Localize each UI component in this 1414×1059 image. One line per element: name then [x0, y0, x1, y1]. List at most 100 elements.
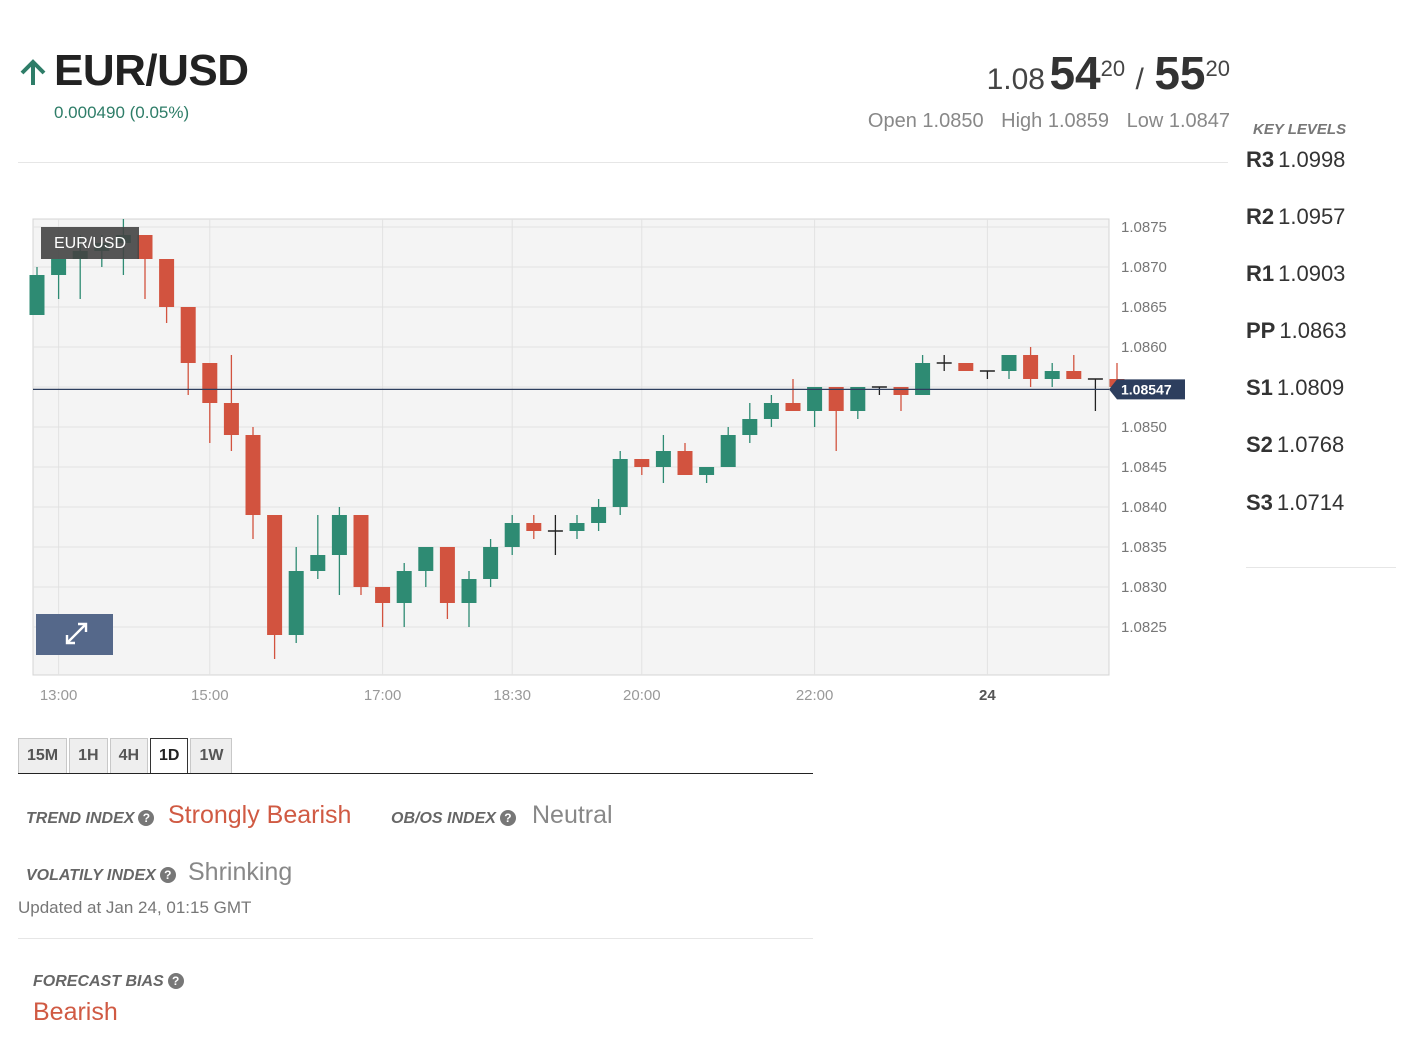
candle-body — [245, 435, 261, 515]
candle-body — [202, 363, 218, 403]
plot-area — [32, 218, 1110, 676]
y-tick-label: 1.0870 — [1121, 259, 1167, 276]
y-tick-label: 1.0865 — [1121, 299, 1167, 316]
y-tick-label: 1.0875 — [1121, 219, 1167, 236]
bid-prefix: 1.08 — [986, 63, 1045, 96]
x-tick-label: 13:00 — [40, 687, 78, 704]
help-icon[interactable]: ? — [159, 867, 176, 883]
bid-fraction: 20 — [1100, 56, 1126, 81]
volatility-index-label: VOLATILY INDEX? — [26, 867, 176, 885]
candle-body — [267, 515, 283, 635]
candle-body — [483, 547, 499, 579]
x-axis: 13:00 15:00 17:00 18:30 20:00 22:00 24 — [40, 687, 997, 704]
trend-index-value: Strongly Bearish — [168, 801, 352, 829]
updated-timestamp: Updated at Jan 24, 01:15 GMT — [18, 898, 252, 917]
candle-body — [353, 515, 369, 587]
candle-body — [915, 363, 931, 395]
candle-body — [828, 387, 844, 411]
candle-body — [159, 259, 175, 307]
help-icon[interactable]: ? — [499, 810, 516, 826]
expand-button[interactable] — [36, 614, 113, 655]
candle-body — [418, 547, 434, 571]
pair-title: EUR/USD — [54, 46, 249, 95]
expand-icon — [65, 622, 88, 645]
high-value: High 1.0859 — [1001, 110, 1110, 132]
tab-1w[interactable]: 1W — [190, 738, 233, 774]
obos-index-label: OB/OS INDEX? — [391, 810, 516, 828]
ask-pips: 55 — [1154, 47, 1206, 99]
help-icon[interactable]: ? — [167, 973, 184, 989]
open-value: Open 1.0850 — [867, 110, 984, 132]
key-level-r2: R2 1.0957 — [1246, 204, 1346, 229]
ask-fraction: 20 — [1205, 56, 1230, 81]
candle-body — [720, 435, 736, 467]
candle-body — [958, 363, 974, 371]
y-tick-label: 1.0830 — [1121, 579, 1167, 596]
tabs-underline — [18, 773, 813, 774]
up-arrow-icon — [20, 59, 46, 85]
y-tick-label: 1.0860 — [1121, 339, 1167, 356]
x-tick-label: 18:30 — [493, 687, 531, 704]
candle-body — [785, 403, 801, 411]
x-tick-label: 24 — [979, 687, 996, 704]
candle-body — [180, 307, 196, 363]
key-level-s1: S1 1.0809 — [1246, 375, 1345, 400]
quote-separator: / — [1135, 63, 1144, 96]
x-tick-label: 20:00 — [623, 687, 661, 704]
candle-body — [893, 387, 909, 395]
y-tick-label: 1.0825 — [1121, 619, 1167, 636]
key-level-s2: S2 1.0768 — [1246, 432, 1345, 457]
volatility-index-value: Shrinking — [188, 858, 293, 886]
candle-body — [763, 403, 779, 419]
candle-body — [699, 467, 715, 475]
candlestick-chart[interactable]: 1.08751.08701.08651.08601.08551.08501.08… — [0, 200, 1200, 720]
bid-pips: 54 — [1049, 47, 1101, 99]
key-levels-divider — [1246, 567, 1396, 568]
candle-body — [223, 403, 239, 435]
open-high-low: Open 1.0850 High 1.0859 Low 1.0847 — [856, 110, 1230, 133]
price-change: 0.000490 (0.05%) — [54, 103, 190, 122]
current-price-tag: 1.08547 — [1109, 379, 1185, 400]
candle-body — [655, 451, 671, 467]
tab-1h[interactable]: 1H — [69, 738, 108, 774]
candle-body — [591, 507, 607, 523]
key-level-r1: R1 1.0903 — [1246, 261, 1346, 286]
help-icon[interactable]: ? — [138, 810, 155, 826]
candle-body — [1044, 371, 1060, 379]
tab-4h[interactable]: 4H — [109, 738, 149, 774]
candle-body — [850, 387, 866, 411]
bid-ask-quote: 1.08 5420 / 5520 — [987, 46, 1230, 100]
chart-symbol-label: EUR/USD — [54, 235, 126, 252]
forecast-bias-value: Bearish — [33, 998, 118, 1026]
candle-body — [310, 555, 326, 571]
price-tag-shape — [1109, 379, 1185, 400]
candle-body — [331, 515, 347, 555]
candle-body — [1066, 371, 1082, 379]
candle-body — [504, 523, 520, 547]
tab-1d[interactable]: 1D — [150, 738, 189, 774]
candle-body — [375, 587, 391, 603]
chart-symbol-badge: EUR/USD — [41, 227, 139, 259]
candle-body — [807, 387, 823, 411]
candle-body — [288, 571, 304, 635]
candle-body — [1023, 355, 1039, 379]
y-tick-label: 1.0845 — [1121, 459, 1167, 476]
candle-body — [51, 259, 67, 275]
trend-index-label: TREND INDEX? — [26, 810, 155, 828]
key-level-s3: S3 1.0714 — [1246, 490, 1345, 515]
key-levels-title: KEY LEVELS — [1253, 121, 1347, 138]
candle-body — [1001, 355, 1017, 371]
obos-index-value: Neutral — [532, 801, 613, 829]
key-level-r3: R3 1.0998 — [1246, 147, 1346, 172]
candle-body — [612, 459, 628, 507]
candle-body — [742, 419, 758, 435]
tab-15m[interactable]: 15M — [18, 738, 68, 774]
candle-body — [677, 451, 693, 475]
y-tick-label: 1.0850 — [1121, 419, 1167, 436]
y-axis: 1.08751.08701.08651.08601.08551.08501.08… — [1121, 219, 1167, 636]
y-tick-label: 1.0835 — [1121, 539, 1167, 556]
candle-body — [569, 523, 585, 531]
forecast-bias-label: FORECAST BIAS? — [33, 973, 184, 991]
price-tag-label: 1.08547 — [1121, 381, 1172, 397]
key-level-pp: PP 1.0863 — [1246, 318, 1347, 343]
